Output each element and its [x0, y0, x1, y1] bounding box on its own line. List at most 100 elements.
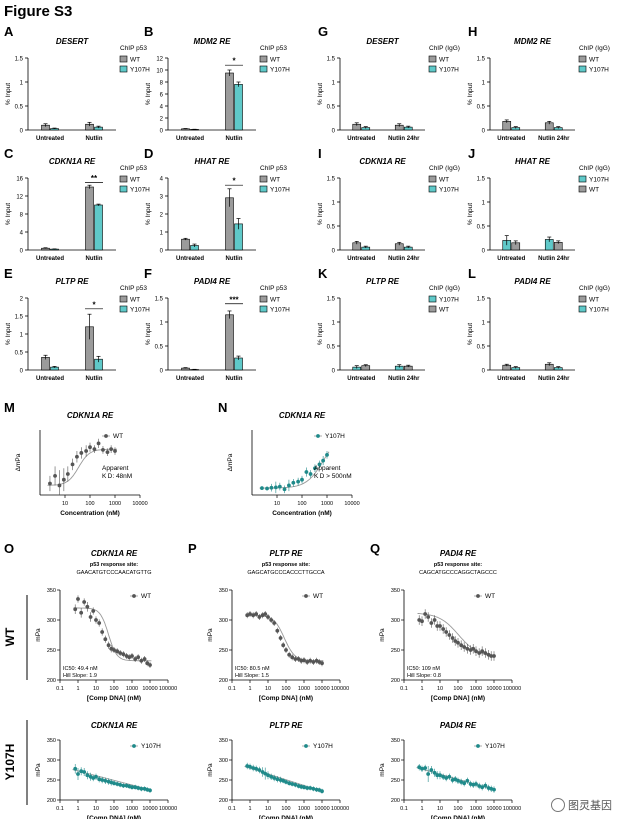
x-tick-label: 100000 — [159, 806, 177, 812]
data-point — [313, 466, 317, 471]
data-point — [57, 483, 62, 488]
legend-marker — [132, 744, 136, 748]
data-point — [275, 777, 280, 782]
annotation: K D: 48nM — [102, 473, 132, 480]
x-tick-label: 1000 — [126, 806, 138, 812]
data-point — [465, 646, 470, 651]
y-tick-label: 0 — [482, 249, 486, 255]
x-tick-label: 100 — [281, 686, 290, 692]
x-tick-label: 1000 — [126, 686, 138, 692]
legend-marker — [304, 744, 308, 748]
legend-label: WT — [113, 433, 123, 440]
legend-title: ChIP p53 — [120, 165, 147, 172]
x-tick-label: 0.1 — [228, 806, 236, 812]
data-point — [248, 764, 252, 769]
data-point — [293, 657, 298, 661]
x-axis-label: [Comp DNA] (nM) — [87, 695, 141, 702]
panel-letter: M — [4, 400, 15, 415]
panel-title: PLTP RE — [366, 277, 400, 286]
data-point — [53, 473, 57, 478]
y-tick-label: 2 — [20, 297, 24, 303]
data-point — [118, 782, 123, 787]
x-axis-label: Concentration (nM) — [272, 510, 332, 517]
x-tick-label: 1 — [248, 806, 251, 812]
panel-c: C CDKN1A RE 0 4 8 12 16 % Input Untreated Nutlin *… — [4, 146, 150, 262]
x-tick-label: 1000 — [470, 806, 482, 812]
y-tick-label: 0.5 — [477, 105, 486, 111]
x-category-label: Untreated — [36, 376, 64, 382]
y-tick-label: 1 — [20, 81, 24, 87]
y-axis-label: % Input — [317, 203, 324, 225]
legend-title: ChIP (IgG) — [429, 45, 460, 52]
x-category-label: Nutlin 24hr — [538, 256, 570, 262]
data-point — [480, 649, 485, 654]
y-tick-label: 250 — [391, 778, 400, 784]
y-tick-label: 0 — [332, 129, 336, 135]
y-tick-label: 2 — [160, 117, 164, 123]
x-axis-label: [Comp DNA] (nM) — [431, 695, 485, 702]
data-point — [456, 778, 460, 783]
legend-label: Y107H — [270, 67, 290, 74]
x-category-label: Untreated — [347, 136, 375, 142]
x-tick-label: 100 — [109, 686, 118, 692]
x-tick-label: 10000 — [132, 501, 147, 507]
panel-letter: D — [144, 146, 153, 161]
y-tick-label: 1 — [20, 333, 24, 339]
x-tick-label: 100 — [453, 686, 462, 692]
data-point — [139, 658, 144, 663]
data-point — [257, 768, 262, 772]
panel-title: DESERT — [366, 37, 399, 46]
data-point — [426, 772, 431, 776]
data-point — [130, 785, 134, 790]
row-label-y107h: Y107H — [3, 744, 17, 781]
watermark: 图灵基因 — [551, 797, 612, 813]
data-point — [251, 613, 256, 618]
data-point — [420, 766, 424, 771]
data-point — [105, 450, 110, 455]
data-point — [76, 597, 80, 601]
data-point — [284, 780, 288, 784]
data-point — [477, 651, 482, 655]
data-point — [325, 452, 329, 457]
data-point — [308, 786, 313, 790]
data-point — [462, 645, 467, 649]
y-tick-label: 200 — [391, 798, 400, 804]
x-tick-label: 0.1 — [56, 806, 64, 812]
legend-swatch — [428, 175, 437, 183]
data-point — [308, 658, 313, 663]
y-axis-label: mPa — [207, 763, 214, 777]
data-point — [101, 447, 105, 452]
data-point — [263, 771, 268, 776]
x-tick-label: 10000 — [486, 806, 501, 812]
legend-label: WT — [313, 593, 323, 600]
panel-letter: Q — [370, 541, 380, 556]
data-point — [260, 486, 264, 491]
x-tick-label: 1000 — [109, 501, 121, 507]
y-tick-label: 3 — [160, 195, 164, 201]
data-point — [148, 663, 152, 667]
data-point — [269, 774, 274, 779]
panel-title: HHAT RE — [515, 157, 551, 166]
data-point — [417, 765, 422, 770]
panel-title: PADI4 RE — [514, 277, 551, 286]
annotation: Hill Slope: 1.9 — [63, 673, 97, 679]
x-tick-label: 10 — [437, 686, 443, 692]
wechat-icon — [551, 798, 565, 812]
x-tick-label: 100 — [453, 806, 462, 812]
x-tick-label: 10 — [93, 806, 99, 812]
significance-label: * — [232, 177, 236, 186]
legend-marker — [304, 594, 308, 598]
x-category-label: Untreated — [176, 136, 204, 142]
panel-a: A DESERT 0 0.5 1 1.5 % Input Untreated Nutlin ChI… — [4, 24, 150, 142]
data-point — [263, 612, 268, 616]
y-tick-label: 0 — [20, 129, 24, 135]
panel-b: B MDM2 RE 0 2 4 6 8 10 12 % Input Untreated Nutlin *… — [144, 24, 290, 142]
data-point — [272, 621, 277, 625]
data-point — [121, 783, 126, 788]
legend-swatch — [428, 295, 437, 303]
data-point — [265, 486, 269, 491]
data-point — [76, 772, 80, 776]
x-tick-label: 0.1 — [228, 686, 236, 692]
legend-label: Y107H — [270, 307, 290, 314]
